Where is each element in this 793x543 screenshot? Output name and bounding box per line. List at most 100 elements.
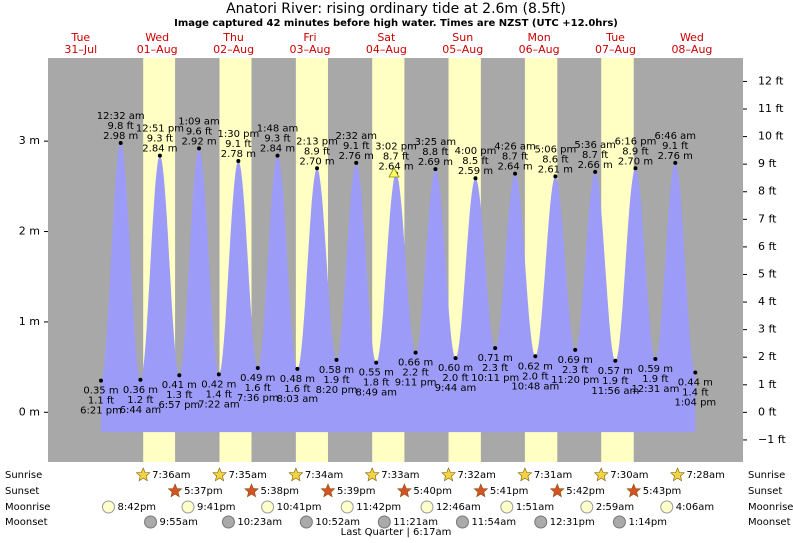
sunset-icon — [320, 483, 336, 498]
row-label: Sunset — [5, 486, 39, 497]
day-date: 08–Aug — [671, 43, 712, 56]
tide-height-m: 2.76 m — [339, 151, 374, 162]
moonrise-time: 4:06am — [676, 502, 714, 513]
tide-time: 1:09 am — [178, 116, 220, 127]
tide-height-m: 2.64 m — [378, 162, 413, 173]
tide-time: 8:49 am — [355, 388, 397, 399]
tide-height-ft: 8.9 ft — [622, 146, 648, 157]
tide-extremum — [334, 357, 339, 362]
moonrise-time: 2:59am — [596, 502, 634, 513]
tide-height-ft: 9.1 ft — [225, 139, 251, 150]
tide-extremum — [315, 166, 320, 171]
tide-height-ft: 1.2 ft — [127, 395, 153, 406]
moonset-icon — [144, 515, 158, 529]
tide-height-ft: 1.8 ft — [363, 378, 389, 389]
tide-time: 3:02 pm — [375, 142, 417, 153]
moonset-time: 10:23am — [237, 517, 282, 528]
tide-height-m: 2.66 m — [578, 160, 613, 171]
y2-tick-label: 0 ft — [758, 405, 777, 418]
tide-time: 11:20 pm — [551, 375, 599, 386]
sunrise-time: 7:33am — [381, 470, 419, 481]
sunset-time: 5:40pm — [413, 486, 452, 497]
tide-extremum — [275, 153, 280, 158]
sunrise-time: 7:35am — [229, 470, 267, 481]
tide-height-ft: 9.1 ft — [343, 141, 369, 152]
sunrise-icon — [135, 467, 151, 482]
y2-tick-label: −1 ft — [758, 433, 786, 446]
tide-height-ft: 8.8 ft — [422, 147, 448, 158]
day-weekday: Wed — [680, 31, 704, 44]
tide-height-m: 0.69 m — [558, 355, 593, 366]
tide-height-ft: 8.7 ft — [383, 152, 409, 163]
day-weekday: Fri — [303, 31, 316, 44]
day-weekday: Tue — [605, 31, 625, 44]
row-label: Moonset — [748, 517, 791, 528]
sunset-icon — [626, 483, 642, 498]
tide-area — [101, 143, 696, 433]
tide-extremum — [473, 176, 478, 181]
day-weekday: Sat — [377, 31, 396, 44]
row-label: Moonset — [5, 517, 48, 528]
y2-tick-label: 8 ft — [758, 185, 777, 198]
tide-extremum — [177, 373, 182, 378]
tide-height-m: 2.76 m — [658, 151, 693, 162]
row-label: Moonrise — [5, 502, 50, 513]
tide-height-ft: 2.2 ft — [402, 368, 428, 379]
day-weekday: Thu — [222, 31, 244, 44]
tide-height-ft: 8.5 ft — [462, 156, 488, 167]
tide-height-ft: 1.3 ft — [166, 390, 192, 401]
tide-height-m: 2.84 m — [142, 144, 177, 155]
sunrise-icon — [364, 467, 380, 482]
y2-tick-label: 5 ft — [758, 267, 777, 280]
tide-height-m: 0.66 m — [398, 358, 433, 369]
tide-height-m: 2.70 m — [299, 156, 334, 167]
tide-height-ft: 8.7 ft — [582, 150, 608, 161]
tide-extremum — [157, 153, 162, 158]
tide-height-m: 0.44 m — [678, 378, 713, 389]
tide-height-m: 0.60 m — [438, 363, 473, 374]
tide-height-ft: 8.9 ft — [304, 146, 330, 157]
tide-height-m: 0.58 m — [319, 365, 354, 376]
tide-extremum — [216, 372, 221, 377]
tide-height-ft: 2.0 ft — [522, 371, 548, 382]
moonrise-time: 8:42pm — [117, 502, 156, 513]
y2-tick-label: 4 ft — [758, 295, 777, 308]
y2-tick-label: 3 ft — [758, 323, 777, 336]
tide-extremum — [593, 169, 598, 174]
tide-height-m: 2.98 m — [103, 131, 138, 142]
row-label: Sunset — [748, 486, 782, 497]
tide-height-m: 0.48 m — [280, 374, 315, 385]
tide-time: 1:30 pm — [217, 129, 259, 140]
sunrise-time: 7:34am — [305, 470, 343, 481]
moonset-time: 11:54am — [471, 517, 516, 528]
tide-height-ft: 1.4 ft — [206, 389, 232, 400]
y2-tick-label: 2 ft — [758, 350, 777, 363]
tide-height-m: 2.64 m — [497, 162, 532, 173]
tide-extremum — [533, 354, 538, 359]
tide-extremum — [553, 174, 558, 179]
moonrise-icon — [420, 500, 434, 514]
tide-height-ft: 1.6 ft — [245, 383, 271, 394]
sunrise-icon — [593, 467, 609, 482]
tide-extremum — [573, 347, 578, 352]
tide-extremum — [374, 360, 379, 365]
moonset-icon — [534, 515, 548, 529]
tide-height-ft: 8.7 ft — [502, 152, 528, 163]
sunrise-time: 7:30am — [610, 470, 648, 481]
y-tick-label: 1 m — [19, 315, 40, 328]
tide-height-ft: 9.1 ft — [662, 141, 688, 152]
sunset-time: 5:42pm — [566, 486, 605, 497]
tide-height-m: 0.55 m — [359, 368, 394, 379]
y-tick-label: 2 m — [19, 225, 40, 238]
tide-height-ft: 1.9 ft — [602, 376, 628, 387]
moonset-time: 1:14pm — [628, 517, 667, 528]
tide-time: 8:20 pm — [316, 385, 358, 396]
tide-time: 9:44 am — [435, 383, 477, 394]
tide-height-m: 2.92 m — [181, 136, 216, 147]
tide-extremum — [295, 366, 300, 371]
tide-height-m: 0.36 m — [123, 385, 158, 396]
sunset-time: 5:37pm — [184, 486, 223, 497]
tide-time: 7:22 am — [198, 399, 240, 410]
tide-height-m: 0.41 m — [162, 380, 197, 391]
